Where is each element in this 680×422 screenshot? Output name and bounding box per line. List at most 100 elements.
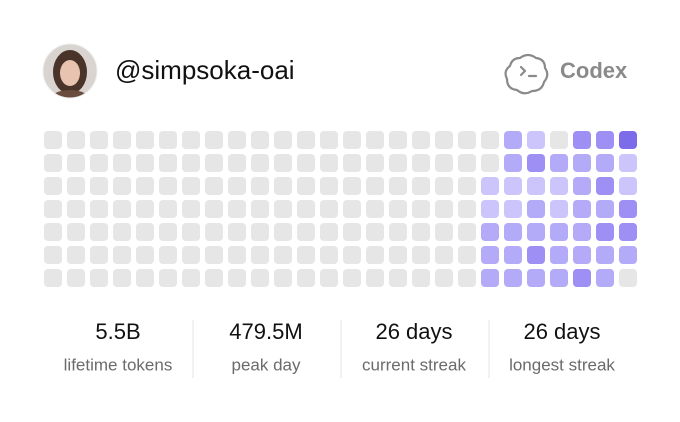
stat-value: 479.5M bbox=[229, 319, 302, 344]
activity-cell bbox=[67, 177, 85, 195]
activity-cell bbox=[297, 269, 315, 287]
activity-cell bbox=[619, 200, 637, 218]
activity-cell bbox=[44, 177, 62, 195]
stat-label: peak day bbox=[232, 355, 301, 374]
activity-cell bbox=[389, 223, 407, 241]
activity-cell bbox=[619, 154, 637, 172]
activity-cell bbox=[550, 223, 568, 241]
activity-cell bbox=[320, 223, 338, 241]
activity-cell bbox=[90, 131, 108, 149]
activity-cell bbox=[320, 246, 338, 264]
activity-cell bbox=[458, 246, 476, 264]
activity-cell bbox=[251, 246, 269, 264]
activity-cell bbox=[412, 269, 430, 287]
activity-cell bbox=[67, 131, 85, 149]
activity-cell bbox=[113, 200, 131, 218]
activity-cell bbox=[527, 177, 545, 195]
activity-cell bbox=[435, 177, 453, 195]
activity-cell bbox=[343, 200, 361, 218]
activity-cell bbox=[389, 154, 407, 172]
activity-cell bbox=[527, 223, 545, 241]
activity-cell bbox=[435, 200, 453, 218]
activity-cell bbox=[251, 131, 269, 149]
activity-cell bbox=[228, 154, 246, 172]
activity-cell bbox=[619, 223, 637, 241]
activity-cell bbox=[44, 200, 62, 218]
activity-cell bbox=[274, 223, 292, 241]
activity-cell bbox=[412, 177, 430, 195]
activity-cell bbox=[113, 177, 131, 195]
activity-cell bbox=[504, 269, 522, 287]
activity-cell bbox=[458, 177, 476, 195]
activity-cell bbox=[435, 223, 453, 241]
activity-cell bbox=[481, 177, 499, 195]
activity-cell bbox=[573, 269, 591, 287]
activity-cell bbox=[596, 269, 614, 287]
activity-cell bbox=[573, 200, 591, 218]
activity-cell bbox=[320, 154, 338, 172]
activity-cell bbox=[159, 269, 177, 287]
activity-cell bbox=[458, 200, 476, 218]
activity-cell bbox=[113, 131, 131, 149]
activity-cell bbox=[573, 223, 591, 241]
activity-cell bbox=[205, 269, 223, 287]
activity-cell bbox=[228, 223, 246, 241]
activity-cell bbox=[90, 223, 108, 241]
activity-cell bbox=[412, 246, 430, 264]
activity-cell bbox=[205, 223, 223, 241]
activity-cell bbox=[251, 269, 269, 287]
activity-cell bbox=[136, 246, 154, 264]
activity-cell bbox=[205, 200, 223, 218]
activity-cell bbox=[458, 269, 476, 287]
brand-name[interactable]: Codex bbox=[560, 58, 628, 83]
activity-cell bbox=[274, 200, 292, 218]
activity-cell bbox=[596, 154, 614, 172]
activity-cell bbox=[412, 200, 430, 218]
activity-cell bbox=[297, 131, 315, 149]
activity-cell bbox=[182, 223, 200, 241]
activity-cell bbox=[366, 246, 384, 264]
activity-cell bbox=[228, 269, 246, 287]
activity-cell bbox=[228, 131, 246, 149]
activity-cell bbox=[343, 269, 361, 287]
activity-cell bbox=[596, 177, 614, 195]
activity-cell bbox=[550, 131, 568, 149]
activity-cell bbox=[90, 177, 108, 195]
activity-cell bbox=[504, 154, 522, 172]
activity-cell bbox=[343, 177, 361, 195]
activity-cell bbox=[113, 269, 131, 287]
activity-cell bbox=[136, 154, 154, 172]
activity-cell bbox=[596, 246, 614, 264]
activity-cell bbox=[159, 223, 177, 241]
activity-cell bbox=[274, 246, 292, 264]
activity-cell bbox=[527, 269, 545, 287]
activity-cell bbox=[389, 246, 407, 264]
activity-cell bbox=[389, 131, 407, 149]
activity-cell bbox=[527, 131, 545, 149]
activity-cell bbox=[389, 177, 407, 195]
activity-cell bbox=[113, 154, 131, 172]
activity-cell bbox=[320, 177, 338, 195]
stat-value: 26 days bbox=[375, 319, 452, 344]
activity-cell bbox=[550, 154, 568, 172]
activity-cell bbox=[596, 200, 614, 218]
activity-cell bbox=[366, 131, 384, 149]
activity-cell bbox=[366, 200, 384, 218]
activity-cell bbox=[182, 154, 200, 172]
activity-cell bbox=[366, 177, 384, 195]
activity-cell bbox=[182, 246, 200, 264]
activity-cell bbox=[67, 200, 85, 218]
activity-cell bbox=[182, 200, 200, 218]
activity-cell bbox=[297, 200, 315, 218]
activity-cell bbox=[159, 177, 177, 195]
activity-cell bbox=[113, 223, 131, 241]
activity-grid bbox=[44, 131, 637, 287]
activity-cell bbox=[412, 223, 430, 241]
activity-cell bbox=[67, 223, 85, 241]
username: @simpsoka-oai bbox=[115, 55, 295, 85]
activity-cell bbox=[504, 200, 522, 218]
activity-cell bbox=[550, 200, 568, 218]
activity-cell bbox=[573, 131, 591, 149]
activity-cell bbox=[435, 154, 453, 172]
activity-cell bbox=[343, 223, 361, 241]
